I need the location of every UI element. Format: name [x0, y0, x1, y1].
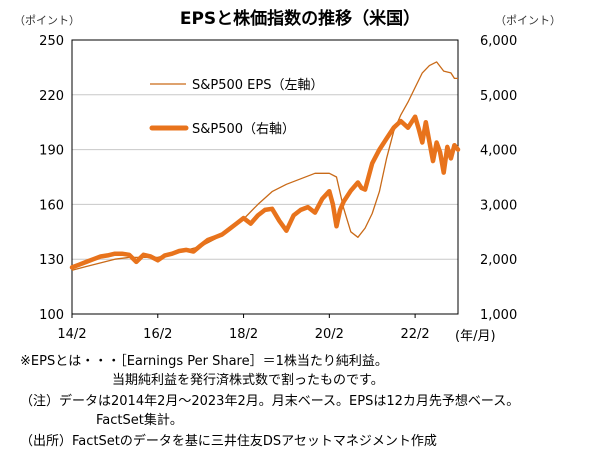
eps-definition-cont: 当期純利益を発行済株式数で割ったものです。 [112, 373, 384, 388]
eps-definition: ※EPSとは・・・［Earnings Per Share］＝1株当たり純利益。 [20, 354, 388, 369]
note-cont: FactSet集計。 [96, 413, 183, 428]
right-axis: 1,000 2,000 3,000 4,000 5,000 6,000 [480, 34, 517, 323]
left-tick-label: 250 [39, 34, 64, 49]
x-tick-label: 14/2 [57, 327, 86, 342]
x-tick-label: 16/2 [143, 327, 172, 342]
chart: EPSと株価指数の推移（米国） （ポイント） （ポイント） 1001301601… [14, 8, 561, 344]
left-tick-label: 160 [39, 198, 64, 213]
grid [72, 94, 458, 260]
legend-label-eps: S&P500 EPS（左軸） [192, 78, 323, 93]
left-axis-unit: （ポイント） [14, 14, 80, 27]
series-line-sp500 [69, 114, 461, 270]
left-tick-label: 190 [39, 144, 64, 159]
right-tick-label: 1,000 [480, 308, 517, 323]
left-tick-label: 220 [39, 89, 64, 104]
legend: S&P500 EPS（左軸） S&P500（右軸） [149, 78, 323, 137]
x-axis: 14/2 16/2 18/2 20/2 22/2 [57, 314, 430, 342]
note: （注）データは2014年2月～2023年2月。月末ベース。EPSは12カ月先予想… [20, 394, 520, 409]
right-tick-label: 3,000 [480, 198, 517, 213]
left-tick-label: 130 [39, 253, 64, 268]
chart-title: EPSと株価指数の推移（米国） [180, 8, 420, 29]
series-line-eps [71, 61, 458, 271]
x-tick-label: 22/2 [401, 327, 430, 342]
right-tick-label: 4,000 [480, 144, 517, 159]
right-tick-label: 6,000 [480, 34, 517, 49]
left-axis: 100 130 160 190 220 250 [39, 34, 64, 323]
x-tick-label: 20/2 [315, 327, 344, 342]
right-tick-label: 2,000 [480, 253, 517, 268]
x-unit-label: (年/月) [455, 329, 496, 344]
right-tick-label: 5,000 [480, 89, 517, 104]
source: （出所）FactSetのデータを基に三井住友DSアセットマネジメント作成 [20, 434, 437, 449]
notes: ※EPSとは・・・［Earnings Per Share］＝1株当たり純利益。 … [20, 352, 595, 451]
right-axis-unit: （ポイント） [495, 14, 561, 27]
left-tick-label: 100 [39, 308, 64, 323]
legend-label-sp500: S&P500（右軸） [192, 122, 295, 137]
x-tick-label: 18/2 [229, 327, 258, 342]
plot-frame [71, 39, 459, 315]
